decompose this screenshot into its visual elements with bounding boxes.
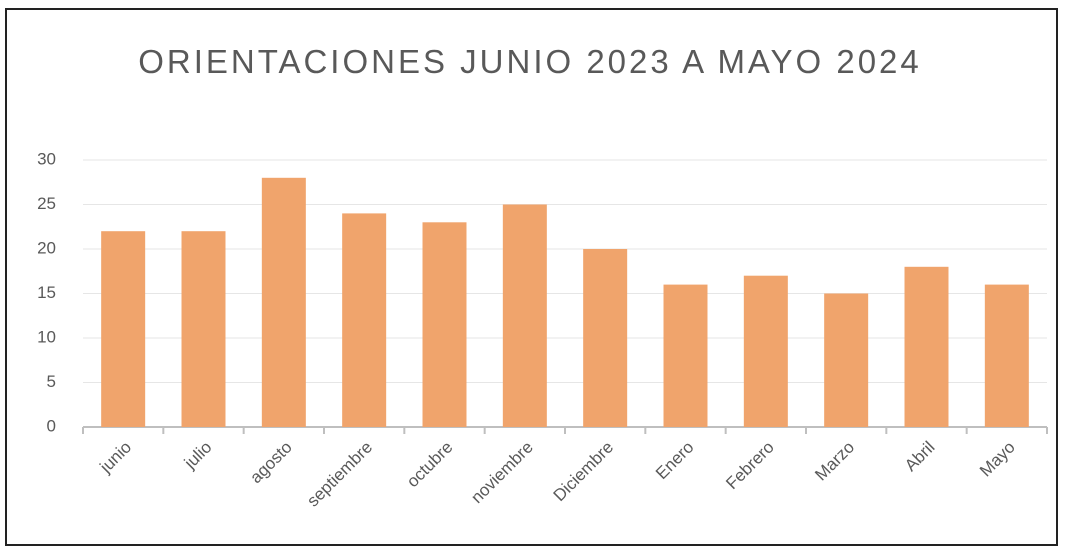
x-tick-label: Diciembre — [550, 438, 618, 506]
y-tick-label: 15 — [37, 283, 56, 302]
bar — [181, 231, 226, 427]
chart-title: ORIENTACIONES JUNIO 2023 A MAYO 2024 — [138, 43, 922, 80]
bar — [583, 249, 628, 427]
x-tick-label: octubre — [403, 438, 457, 492]
bar — [422, 222, 467, 427]
y-tick-label: 5 — [47, 372, 56, 391]
x-tick-label: agosto — [246, 438, 296, 488]
x-tick-label: Marzo — [811, 438, 858, 485]
y-tick-label: 0 — [47, 416, 56, 435]
bar — [984, 284, 1029, 427]
bar — [502, 204, 547, 427]
bar — [663, 284, 708, 427]
y-tick-label: 30 — [37, 149, 56, 168]
x-tick-label: Mayo — [976, 438, 1019, 481]
bar — [743, 275, 788, 427]
x-tick-label: julio — [180, 438, 216, 474]
bar — [261, 177, 306, 427]
y-tick-label: 20 — [37, 238, 56, 257]
bar — [342, 213, 387, 427]
x-tick-label: Enero — [652, 438, 698, 484]
y-tick-label: 10 — [37, 327, 56, 346]
y-tick-label: 25 — [37, 194, 56, 213]
chart-frame — [5, 8, 1058, 546]
x-tick-label: Febrero — [722, 438, 778, 494]
bar — [101, 231, 146, 427]
bar — [904, 266, 949, 427]
x-tick-label: septiembre — [303, 438, 376, 511]
x-tick-label: Abril — [901, 438, 938, 475]
bar — [824, 293, 869, 427]
x-tick-label: noviembre — [467, 438, 537, 508]
x-tick-label: junio — [96, 438, 136, 478]
